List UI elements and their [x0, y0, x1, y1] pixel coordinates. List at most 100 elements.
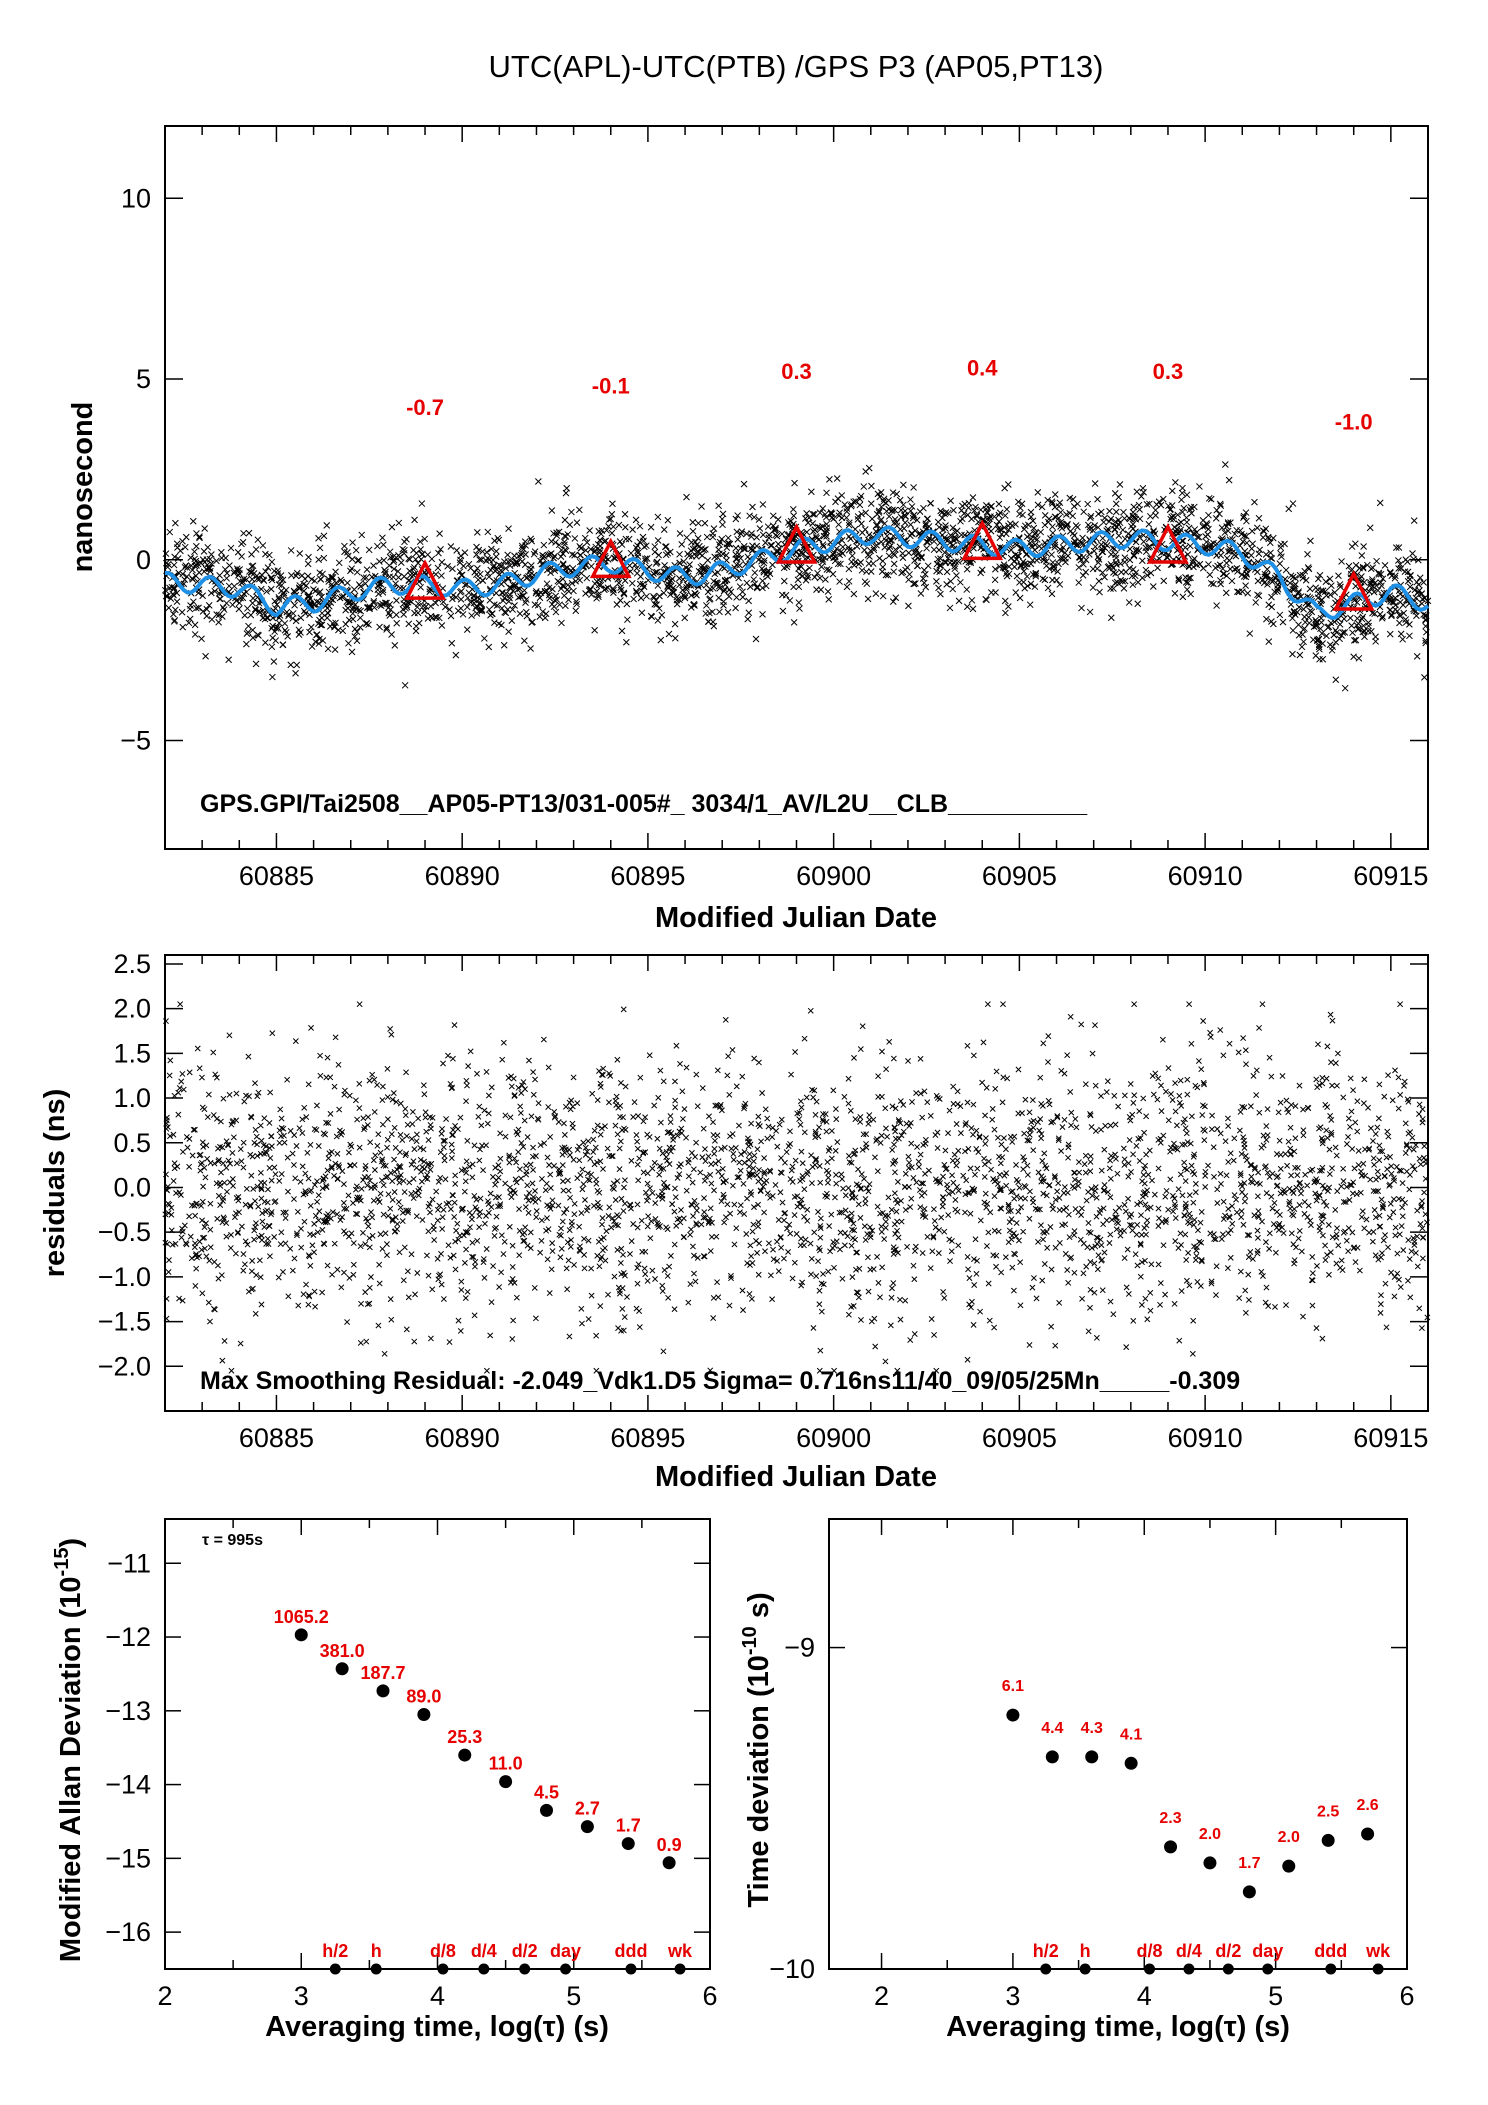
top-point	[881, 520, 889, 527]
residual-point	[854, 1249, 861, 1256]
residual-point	[399, 1218, 406, 1225]
top-point	[937, 562, 945, 569]
top-point	[1276, 611, 1284, 619]
residual-point	[1213, 1263, 1220, 1270]
residual-point	[1184, 1076, 1191, 1083]
top-point	[252, 660, 260, 668]
residual-point	[710, 1119, 717, 1126]
residual-point	[865, 1120, 872, 1127]
residual-point	[301, 1218, 308, 1225]
top-point	[217, 595, 224, 603]
residual-point	[1332, 1060, 1339, 1067]
residual-point	[184, 1144, 191, 1151]
residual-point	[817, 1179, 824, 1186]
residual-point	[170, 1178, 177, 1184]
residual-point	[1307, 1217, 1314, 1224]
top-point	[739, 593, 747, 601]
residual-point	[1106, 1165, 1113, 1172]
residual-point	[186, 1213, 193, 1220]
residual-point	[889, 1147, 896, 1153]
residual-point	[175, 1111, 182, 1118]
residual-point	[1236, 1295, 1243, 1302]
top-point	[732, 604, 739, 612]
residual-point	[440, 1206, 447, 1213]
top-point	[551, 552, 558, 560]
residual-point	[409, 1108, 416, 1115]
residual-point	[1185, 1249, 1192, 1256]
top-point	[1259, 534, 1267, 541]
top-point	[457, 552, 465, 560]
residual-point	[878, 1132, 885, 1139]
residual-point	[973, 1146, 980, 1152]
top-point	[1217, 552, 1225, 559]
residual-point	[581, 1235, 588, 1242]
residual-point	[1295, 1235, 1302, 1242]
top-point	[559, 560, 567, 568]
residual-point	[505, 1074, 512, 1081]
top-point	[937, 590, 944, 598]
residual-point	[1233, 1196, 1240, 1203]
residual-point	[931, 1331, 938, 1338]
residual-point	[605, 1291, 611, 1298]
residual-point	[949, 1172, 956, 1179]
residual-point	[1240, 1221, 1247, 1228]
top-point	[1212, 515, 1220, 522]
residual-point	[1377, 1301, 1384, 1308]
top-point	[1179, 484, 1186, 492]
top-point	[213, 557, 220, 565]
top-point	[1338, 558, 1345, 565]
residual-point	[474, 1237, 481, 1244]
top-point	[818, 563, 825, 571]
residual-point	[1188, 1040, 1195, 1047]
top-point	[428, 555, 436, 563]
residual-point	[672, 1104, 679, 1111]
top-point	[1142, 566, 1150, 574]
top-point	[745, 609, 753, 617]
top-point	[786, 597, 794, 604]
residual-point	[1052, 1342, 1059, 1349]
residual-point	[718, 1173, 725, 1179]
top-point	[478, 607, 486, 615]
top-point	[1292, 574, 1299, 582]
top-point	[485, 643, 493, 651]
top-point	[468, 612, 475, 619]
top-point	[910, 484, 917, 491]
residual-point	[1202, 1183, 1209, 1190]
top-point	[1177, 518, 1185, 526]
top-point	[552, 608, 560, 616]
residual-point	[1044, 1244, 1051, 1251]
residual-point	[1184, 1091, 1191, 1098]
residual-point	[415, 1115, 422, 1122]
top-point	[1289, 614, 1296, 622]
residual-point	[714, 1279, 721, 1286]
residual-point	[855, 1166, 861, 1173]
top-point	[719, 521, 726, 529]
residual-point	[207, 1200, 214, 1207]
residual-point	[1137, 1273, 1144, 1280]
top-point	[655, 605, 663, 612]
top-point	[958, 506, 965, 514]
top-point	[206, 555, 214, 563]
top-point	[1130, 503, 1138, 511]
residual-point	[1340, 1165, 1347, 1172]
residual-point	[1390, 1209, 1397, 1216]
top-point	[1216, 561, 1224, 569]
top-point	[609, 500, 616, 508]
residual-point	[1421, 1189, 1428, 1196]
top-point	[380, 556, 388, 564]
residual-point	[848, 1210, 855, 1217]
top-point	[764, 523, 772, 531]
top-point	[1328, 646, 1336, 654]
residual-point	[693, 1071, 700, 1078]
residual-point	[269, 1030, 276, 1037]
residual-point	[986, 1317, 993, 1324]
residual-point	[571, 1200, 578, 1207]
residual-point	[1140, 1172, 1147, 1178]
top-point	[1111, 526, 1119, 534]
residual-point	[1334, 1050, 1341, 1057]
top-point	[1322, 578, 1330, 586]
residual-point	[549, 1248, 556, 1255]
residual-point	[563, 1265, 570, 1272]
residual-point	[1205, 1162, 1212, 1169]
residual-point	[1182, 1231, 1189, 1238]
